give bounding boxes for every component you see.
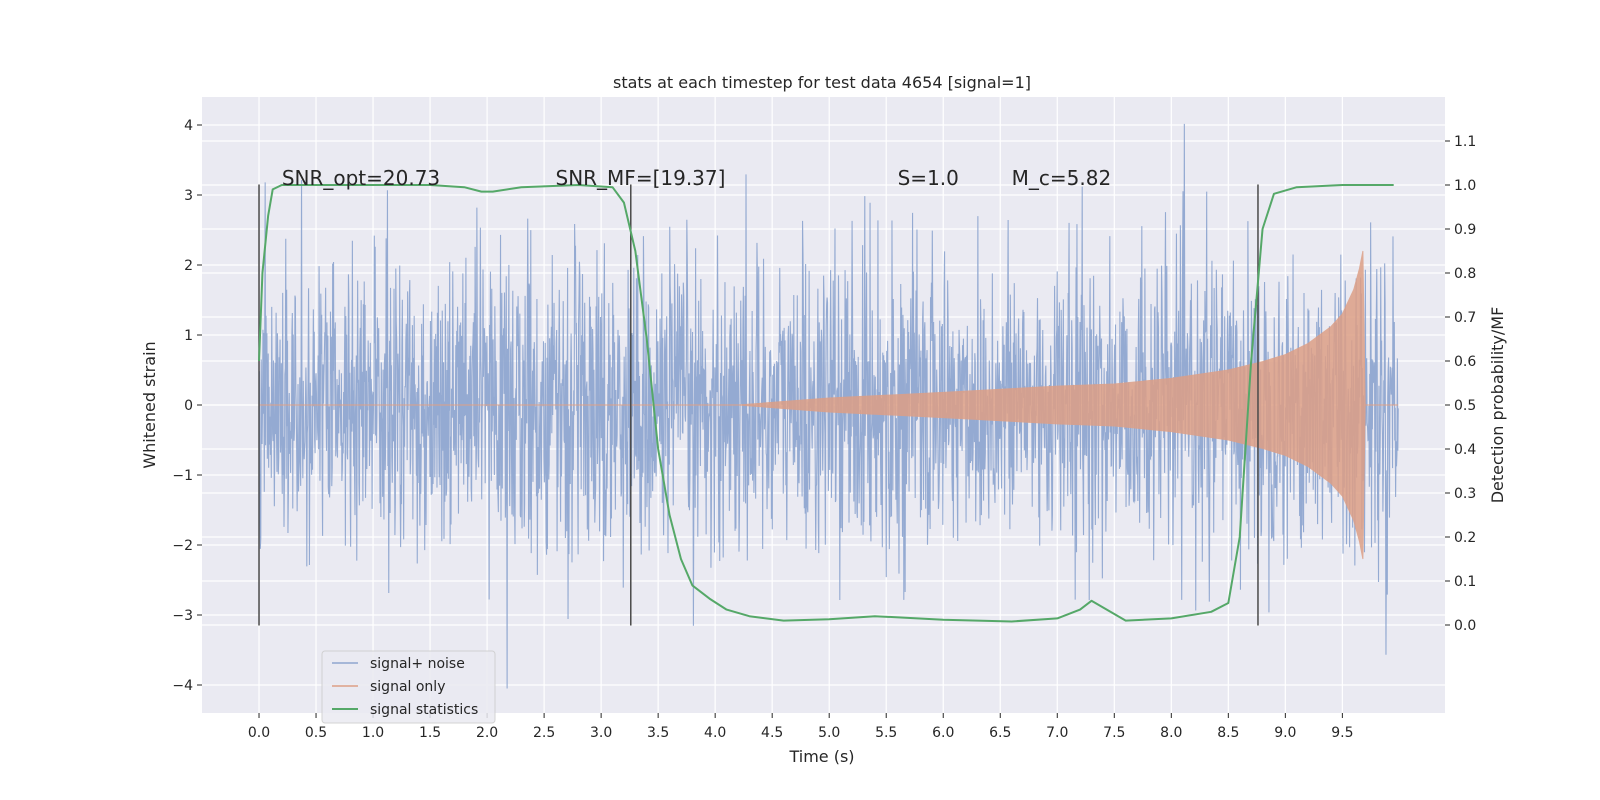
- tick-label-y2: 0.7: [1454, 310, 1476, 326]
- series-area-signal-only: [737, 250, 1366, 560]
- legend-label-signal-statistics: signal statistics: [370, 702, 478, 718]
- tick-label-y: 3: [184, 188, 193, 204]
- tick-label-y2: 0.6: [1454, 354, 1476, 370]
- tick-label-x: 4.5: [761, 725, 783, 741]
- y2-axis-label: Detection probability/MF: [1488, 307, 1507, 504]
- tick-label-x: 1.5: [419, 725, 441, 741]
- annotation-label: M_c=5.82: [1012, 166, 1112, 190]
- tick-label-x: 7.0: [1046, 725, 1068, 741]
- annotation-label: SNR_MF=[19.37]: [556, 166, 726, 190]
- tick-label-y: −4: [172, 678, 193, 694]
- tick-label-x: 1.0: [362, 725, 384, 741]
- tick-label-y: 0: [184, 398, 193, 414]
- tick-label-y2: 0.4: [1454, 442, 1476, 458]
- tick-label-x: 4.0: [704, 725, 726, 741]
- tick-label-x: 3.5: [647, 725, 669, 741]
- annotations: SNR_opt=20.73 SNR_MF=[19.37] S=1.0 M_c=5.82: [282, 166, 1111, 190]
- tick-label-x: 5.5: [875, 725, 897, 741]
- tick-label-x: 0.5: [305, 725, 327, 741]
- tick-label-y2: 0.5: [1454, 398, 1476, 414]
- x-axis-label: Time (s): [788, 747, 854, 766]
- y-axis-label: Whitened strain: [140, 341, 159, 468]
- y2-axis-ticks: 0.0 0.1 0.2 0.3 0.4 0.5 0.6 0.7 0.8 0.9 1.0 1.1: [1445, 134, 1476, 634]
- legend-label-signal-only: signal only: [370, 679, 445, 695]
- tick-label-y2: 0.9: [1454, 222, 1476, 238]
- tick-label-x: 5.0: [818, 725, 840, 741]
- tick-label-x: 8.0: [1160, 725, 1182, 741]
- tick-label-y: −1: [172, 468, 193, 484]
- tick-label-x: 8.5: [1217, 725, 1239, 741]
- chart-title: stats at each timestep for test data 465…: [613, 73, 1031, 92]
- vertical-markers: [258, 184, 1259, 626]
- tick-label-y: 1: [184, 328, 193, 344]
- tick-label-y: 2: [184, 258, 193, 274]
- tick-label-y2: 1.0: [1454, 178, 1476, 194]
- tick-label-x: 6.5: [989, 725, 1011, 741]
- series-line-signal-statistics: [258, 184, 1394, 623]
- plot-area: [258, 123, 1399, 689]
- tick-label-x: 3.0: [590, 725, 612, 741]
- annotation-label: SNR_opt=20.73: [282, 166, 440, 190]
- tick-label-x: 9.5: [1331, 725, 1353, 741]
- tick-label-y2: 0.8: [1454, 266, 1476, 282]
- tick-label-y2: 0.3: [1454, 486, 1476, 502]
- legend-box: [321, 650, 496, 724]
- tick-label-y2: 0.1: [1454, 574, 1476, 590]
- tick-label-y2: 0.0: [1454, 618, 1476, 634]
- tick-label-y: 4: [184, 118, 193, 134]
- tick-label-x: 9.0: [1274, 725, 1296, 741]
- legend: signal+ noise signal only signal statist…: [321, 650, 496, 724]
- tick-label-x: 0.0: [248, 725, 270, 741]
- x-axis-ticks: 0.0 0.5 1.0 1.5 2.0 2.5 3.0 3.5 4.0 4.5 5.0 5.5 6.0 6…: [248, 713, 1353, 741]
- tick-label-x: 6.0: [932, 725, 954, 741]
- tick-label-y: −2: [172, 538, 193, 554]
- tick-label-y: −3: [172, 608, 193, 624]
- series-signal-statistics: [258, 184, 1394, 623]
- tick-label-x: 2.0: [476, 725, 498, 741]
- y-axis-ticks: −4 −3 −2 −1 0 1 2 3 4: [172, 118, 202, 694]
- legend-label-signal-noise: signal+ noise: [370, 656, 465, 672]
- series-signal-only: [259, 250, 1399, 560]
- tick-label-y2: 1.1: [1454, 134, 1476, 150]
- tick-label-x: 2.5: [533, 725, 555, 741]
- tick-label-y2: 0.2: [1454, 530, 1476, 546]
- annotation-label: S=1.0: [898, 166, 959, 190]
- tick-label-x: 7.5: [1103, 725, 1125, 741]
